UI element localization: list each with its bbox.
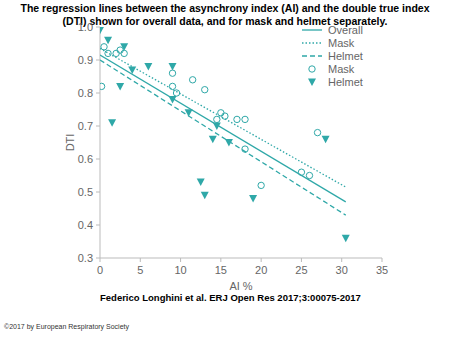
- point: [189, 77, 195, 83]
- x-tick-label: 0: [97, 264, 103, 276]
- point: [144, 63, 152, 71]
- point: [298, 169, 304, 175]
- point: [197, 179, 205, 187]
- y-tick: [96, 192, 100, 193]
- point: [218, 110, 224, 116]
- point: [100, 27, 104, 34]
- y-tick-label: 0.9: [78, 54, 93, 66]
- regression-line: [100, 48, 346, 187]
- legend-swatch: [302, 55, 322, 56]
- point: [121, 50, 127, 56]
- y-tick: [96, 93, 100, 94]
- legend-label: Mask: [328, 63, 355, 75]
- legend-label: Mask: [328, 37, 355, 49]
- copyright: ©2017 by European Respiratory Society: [4, 323, 129, 330]
- point: [185, 109, 193, 117]
- y-tick-label: 0.5: [78, 186, 93, 198]
- y-axis: [100, 27, 101, 258]
- point: [342, 235, 350, 243]
- chart: 0 5 10 15 20 25 30 35 0.3 0.4 0.5 0.6 0.7 0.8 0.9 1.0 AI…: [0, 0, 450, 338]
- x-tick-label: 15: [215, 264, 227, 276]
- x-tick: [261, 258, 262, 262]
- point: [116, 83, 124, 91]
- point: [120, 43, 128, 51]
- point: [105, 50, 111, 56]
- x-tick-label: 25: [295, 264, 307, 276]
- y-tick-label: 0.3: [78, 252, 93, 264]
- point: [322, 136, 330, 144]
- x-tick: [382, 258, 383, 262]
- point: [169, 70, 175, 76]
- y-tick: [96, 27, 100, 28]
- legend-label: Overall: [328, 24, 363, 36]
- x-tick: [341, 258, 342, 262]
- point: [104, 37, 112, 45]
- y-tick-label: 0.6: [78, 153, 93, 165]
- legend-swatch: [302, 29, 322, 30]
- x-tick: [140, 258, 141, 262]
- point: [314, 129, 320, 135]
- point: [117, 47, 123, 53]
- point: [225, 139, 233, 147]
- regression-line: [100, 55, 346, 202]
- point: [234, 116, 240, 122]
- y-tick: [96, 258, 100, 259]
- plot-marks: [100, 27, 350, 242]
- point: [306, 172, 312, 178]
- chart-title: The regression lines between the asynchr…: [8, 2, 442, 28]
- point: [242, 116, 248, 122]
- y-tick: [96, 60, 100, 61]
- y-tick-label: 0.4: [78, 219, 93, 231]
- legend-swatch: [302, 42, 322, 43]
- point: [249, 195, 257, 203]
- x-axis: [100, 258, 382, 259]
- y-tick: [96, 126, 100, 127]
- x-tick: [180, 258, 181, 262]
- x-tick-label: 35: [376, 264, 388, 276]
- point: [169, 83, 175, 89]
- legend-label: Helmet: [328, 50, 363, 62]
- point: [113, 50, 119, 56]
- point: [128, 66, 136, 74]
- point: [213, 123, 221, 131]
- point: [100, 83, 105, 89]
- legend-swatch: [309, 66, 315, 72]
- point: [173, 90, 179, 96]
- point: [214, 116, 220, 122]
- y-tick: [96, 225, 100, 226]
- point: [169, 63, 177, 71]
- source: Federico Longhini et al. ERJ Open Res 20…: [100, 292, 361, 303]
- legend-swatch: [308, 79, 316, 87]
- point: [258, 182, 264, 188]
- point: [169, 96, 177, 104]
- point: [209, 136, 217, 144]
- x-tick: [301, 258, 302, 262]
- point: [222, 113, 228, 119]
- regression-line: [100, 60, 346, 215]
- point: [202, 87, 208, 93]
- y-axis-label: DTI: [64, 134, 76, 152]
- point: [108, 119, 116, 127]
- legend-label: Helmet: [328, 76, 363, 88]
- y-tick: [96, 159, 100, 160]
- point: [242, 146, 248, 152]
- point: [101, 44, 107, 50]
- y-tick-label: 0.7: [78, 120, 93, 132]
- x-tick-label: 30: [336, 264, 348, 276]
- y-tick-label: 1.0: [78, 21, 93, 33]
- x-axis-label: AI %: [229, 280, 252, 292]
- x-tick: [220, 258, 221, 262]
- point: [201, 192, 209, 200]
- x-tick-label: 5: [137, 264, 143, 276]
- x-tick-label: 10: [174, 264, 186, 276]
- x-tick-label: 20: [255, 264, 267, 276]
- y-tick-label: 0.8: [78, 87, 93, 99]
- x-tick: [100, 258, 101, 262]
